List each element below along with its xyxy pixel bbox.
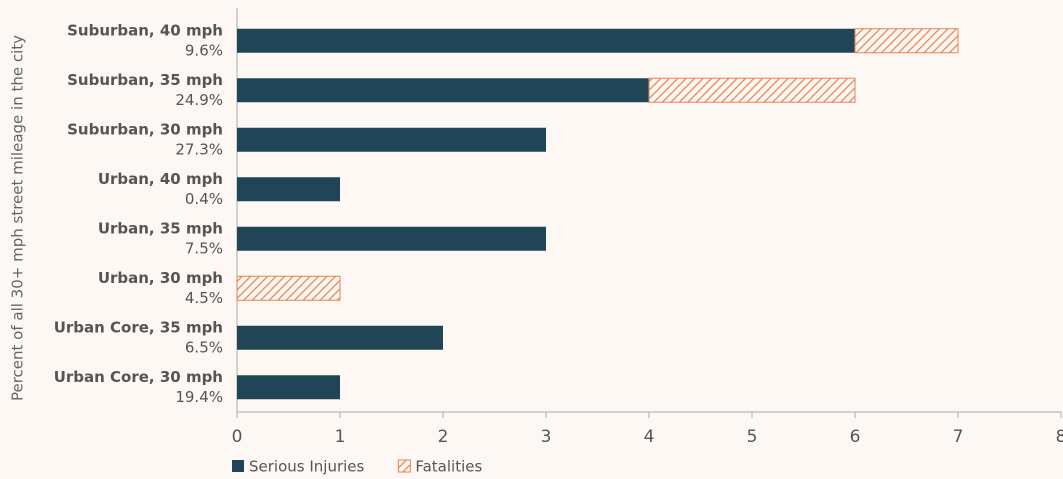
bar-segment [237, 127, 546, 152]
y-axis-label: Percent of all 30+ mph street mileage in… [9, 35, 27, 401]
x-tick-label: 7 [953, 427, 964, 447]
bar-segment [237, 28, 855, 53]
x-tick-label: 2 [438, 427, 449, 447]
category-sublabel: 7.5% [185, 239, 223, 257]
category-sublabel: 6.5% [185, 338, 223, 356]
bar-segment [648, 77, 856, 103]
category-label: Urban, 40 mph [98, 170, 223, 188]
bar-segment [854, 28, 959, 54]
legend-swatch [232, 460, 244, 472]
category-label: Suburban, 40 mph [67, 21, 223, 39]
x-tick-label: 6 [850, 427, 861, 447]
x-tick-label: 8 [1056, 427, 1063, 447]
x-tick-label: 5 [747, 427, 758, 447]
x-tick-label: 1 [335, 427, 346, 447]
category-sublabel: 19.4% [175, 388, 223, 406]
category-sublabel: 24.9% [175, 91, 223, 109]
bar-segment [237, 375, 340, 400]
x-tick-label: 0 [232, 427, 243, 447]
legend-label: Serious Injuries [249, 458, 365, 476]
category-sublabel: 4.5% [185, 289, 223, 307]
legend-swatch [397, 459, 411, 473]
legend-label: Fatalities [415, 458, 482, 476]
category-sublabel: 27.3% [175, 140, 223, 158]
category-label: Urban Core, 30 mph [54, 368, 223, 386]
bar-segment [237, 177, 340, 202]
category-label: Urban Core, 35 mph [54, 318, 223, 336]
bar-segment [237, 325, 443, 350]
category-label: Suburban, 35 mph [67, 71, 223, 89]
category-sublabel: 9.6% [185, 41, 223, 59]
x-tick-label: 4 [644, 427, 655, 447]
bar-segment [236, 275, 341, 301]
category-label: Urban, 30 mph [98, 269, 223, 287]
bar-segment [237, 78, 649, 103]
bar-segment [237, 226, 546, 251]
category-label: Urban, 35 mph [98, 219, 223, 237]
category-label: Suburban, 30 mph [67, 120, 223, 138]
category-sublabel: 0.4% [185, 190, 223, 208]
x-tick-label: 3 [541, 427, 552, 447]
